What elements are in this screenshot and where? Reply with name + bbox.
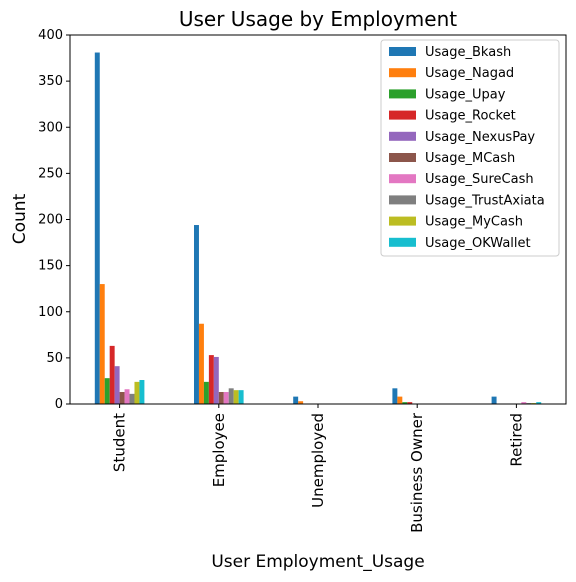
- legend-swatch: [389, 68, 416, 78]
- legend-swatch: [389, 195, 416, 205]
- x-tick-label: Retired: [507, 413, 525, 467]
- legend-label: Usage_OKWallet: [425, 236, 531, 251]
- legend-swatch: [389, 47, 416, 56]
- bar: [392, 388, 398, 404]
- legend-swatch: [389, 174, 416, 184]
- legend-label: Usage_Bkash: [425, 45, 511, 60]
- legend-swatch: [389, 237, 416, 247]
- legend: Usage_Bkash Usage_Nagad Usage_Upay Usage_Ro…: [380, 39, 560, 257]
- legend-label: Usage_NexusPay: [425, 130, 535, 145]
- x-tick-label: Student: [111, 413, 129, 472]
- legend-box: [380, 39, 560, 257]
- bar: [208, 355, 214, 404]
- y-tick-label: 0: [55, 397, 63, 412]
- bar: [293, 396, 299, 404]
- y-tick-label: 250: [38, 166, 63, 181]
- bar: [134, 381, 140, 404]
- bar: [233, 390, 239, 404]
- bar: [99, 284, 105, 404]
- bar: [218, 392, 224, 404]
- bar: [491, 396, 497, 404]
- legend-swatch: [389, 110, 416, 120]
- y-tick-label: 150: [38, 259, 63, 274]
- bar: [129, 393, 135, 404]
- x-axis-label: User Employment_Usage: [211, 552, 424, 572]
- bar: [114, 366, 120, 404]
- bar: [238, 390, 244, 404]
- bar: [521, 402, 527, 404]
- legend-label: Usage_SureCash: [425, 172, 534, 187]
- y-tick-label: 350: [38, 74, 63, 89]
- bar: [104, 378, 110, 404]
- x-tick-label: Unemployed: [309, 413, 327, 508]
- bar: [94, 52, 100, 404]
- bar: [536, 402, 542, 404]
- legend-swatch: [389, 216, 416, 226]
- bar: [119, 392, 125, 404]
- bar: [397, 396, 403, 404]
- legend-label: Usage_TrustAxiata: [425, 193, 545, 208]
- bar: [223, 392, 229, 404]
- x-tick-label: Employee: [210, 413, 228, 487]
- legend-label: Usage_Upay: [425, 87, 506, 102]
- legend-swatch: [389, 153, 416, 162]
- y-tick-label: 50: [46, 351, 63, 366]
- legend-swatch: [389, 89, 416, 99]
- bar: [124, 389, 130, 404]
- bar: [109, 345, 115, 404]
- legend-label: Usage_Rocket: [425, 109, 516, 124]
- bar: [402, 402, 408, 404]
- bar: [203, 381, 209, 404]
- bar: [228, 388, 234, 404]
- y-tick-label: 200: [38, 213, 63, 228]
- legend-label: Usage_Nagad: [425, 66, 514, 81]
- chart-title: User Usage by Employment: [179, 7, 457, 31]
- bar: [213, 356, 219, 404]
- legend-label: Usage_MCash: [425, 151, 515, 166]
- y-tick-label: 300: [38, 120, 63, 135]
- bar: [194, 225, 199, 404]
- legend-label: Usage_MyCash: [425, 215, 523, 230]
- bar: [407, 402, 413, 404]
- legend-swatch: [389, 131, 416, 141]
- plot-area: 0 50 100 150 200 250 300 350 400 Student Employee U…: [38, 28, 567, 533]
- y-tick-label: 100: [38, 305, 63, 320]
- bar: [198, 323, 204, 404]
- x-tick-label: Business Owner: [408, 412, 426, 533]
- bar: [139, 380, 145, 404]
- y-axis-label: Count: [10, 193, 30, 244]
- y-tick-label: 400: [38, 28, 63, 43]
- bar: [298, 401, 304, 404]
